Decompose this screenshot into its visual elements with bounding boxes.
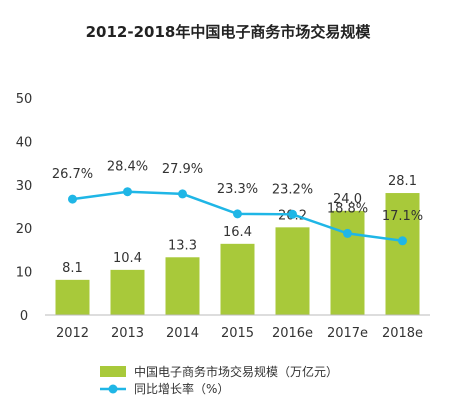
bar-label-2012: 8.1 [62, 261, 83, 276]
line-point-2017e [343, 228, 352, 238]
bar-label-2017e: 24.0 [333, 192, 362, 207]
y-tick-label-0: 0 [20, 309, 28, 324]
legend-bar-swatch [100, 366, 126, 377]
legend-line-label: 同比增长率（%） [134, 381, 229, 396]
y-tick-label-4: 40 [16, 135, 33, 150]
line-label-2012: 26.7% [52, 167, 93, 182]
bar-2018e [385, 193, 420, 315]
legend-bar-label: 中国电子商务市场交易规模（万亿元） [134, 364, 338, 379]
line-point-2018e [398, 236, 407, 246]
y-tick-label-1: 10 [16, 266, 33, 281]
line-label-2016e: 23.2% [272, 182, 313, 197]
line-series [68, 187, 407, 246]
y-tick-label-2: 20 [16, 222, 33, 237]
x-tick-label-2017e: 2017e [327, 326, 368, 341]
x-tick-label-2013: 2013 [111, 326, 144, 341]
bar-label-2018e: 28.1 [388, 174, 417, 189]
line-data-labels: 26.7% 28.4% 27.9% 23.3% 23.2% 18.8% 17.1% [52, 160, 423, 224]
bar-2017e [330, 210, 365, 315]
line-label-2018e: 17.1% [382, 209, 423, 224]
bar-2016e [275, 227, 310, 315]
line-label-2015: 23.3% [217, 182, 258, 197]
line-point-2013 [123, 187, 132, 197]
x-tick-label-2015: 2015 [221, 326, 254, 341]
line-label-2014: 27.9% [162, 162, 203, 177]
legend: 中国电子商务市场交易规模（万亿元） 同比增长率（%） [100, 364, 338, 396]
line-label-2017e: 18.8% [327, 201, 368, 216]
bar-data-labels: 8.110.413.316.420.224.028.1 [62, 174, 417, 276]
x-axis-ticks: 2012 2013 2014 2015 2016e 2017e 2018e [56, 326, 423, 341]
x-tick-label-2016e: 2016e [272, 326, 313, 341]
bar-series [55, 193, 420, 315]
bar-2015 [220, 243, 255, 315]
chart-title: 2012-2018年中国电子商务市场交易规模 [86, 23, 372, 41]
x-tick-label-2014: 2014 [166, 326, 199, 341]
y-tick-label-3: 30 [16, 179, 33, 194]
bar-2014 [165, 257, 200, 315]
bar-2013 [110, 269, 145, 315]
bar-label-2015: 16.4 [223, 225, 252, 240]
bar-label-2014: 13.3 [168, 238, 197, 253]
y-axis-ticks: 0 10 20 30 40 50 [16, 92, 33, 324]
line-point-2012 [68, 194, 77, 204]
line-label-2013: 28.4% [107, 160, 148, 175]
bar-label-2013: 10.4 [113, 251, 142, 266]
line-point-2016e [288, 209, 297, 219]
bar-2012 [55, 279, 90, 315]
legend-line-marker [108, 384, 118, 394]
y-tick-label-5: 50 [16, 92, 33, 107]
line-point-2014 [178, 189, 187, 199]
x-tick-label-2018e: 2018e [382, 326, 423, 341]
line-point-2015 [233, 209, 242, 219]
x-tick-label-2012: 2012 [56, 326, 89, 341]
